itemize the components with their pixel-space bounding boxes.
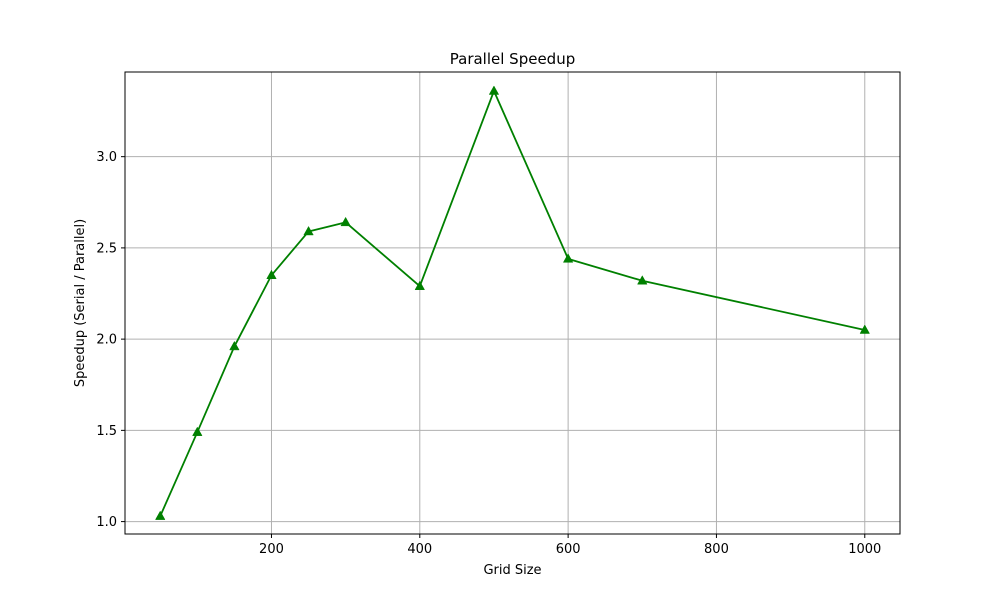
x-axis-label: Grid Size	[483, 563, 541, 578]
data-point-marker	[192, 426, 203, 436]
data-point-marker	[340, 216, 351, 227]
data-point-marker	[229, 340, 240, 351]
data-point-marker	[637, 275, 648, 285]
x-tick-label: 800	[704, 542, 729, 557]
y-axis-label: Speedup (Serial / Parallel)	[73, 219, 88, 387]
data-point-marker	[859, 324, 870, 334]
data-point-marker	[414, 280, 425, 290]
chart-title: Parallel Speedup	[450, 50, 575, 68]
y-tick-label: 2.0	[96, 333, 117, 348]
x-tick-label: 400	[407, 542, 432, 557]
x-tick-label: 200	[259, 542, 284, 557]
data-point-marker	[303, 225, 314, 236]
y-tick-label: 3.0	[96, 150, 117, 165]
series-layer	[155, 85, 870, 520]
plot-frame	[124, 71, 901, 535]
y-tick-label: 1.0	[96, 515, 117, 530]
data-point-marker	[155, 510, 166, 520]
data-point-marker	[266, 269, 277, 280]
y-tick-label: 1.5	[96, 424, 117, 439]
x-tick-label: 1000	[848, 542, 881, 557]
x-tick-label: 600	[556, 542, 581, 557]
y-tick-label: 2.5	[96, 241, 117, 256]
grid-lines	[125, 72, 900, 534]
axis-ticks: 200 400 600 800 1000 1.0 1.5 2.0 2.5 3.0	[96, 150, 881, 557]
data-point-marker	[562, 253, 574, 263]
data-point-marker	[488, 85, 500, 95]
